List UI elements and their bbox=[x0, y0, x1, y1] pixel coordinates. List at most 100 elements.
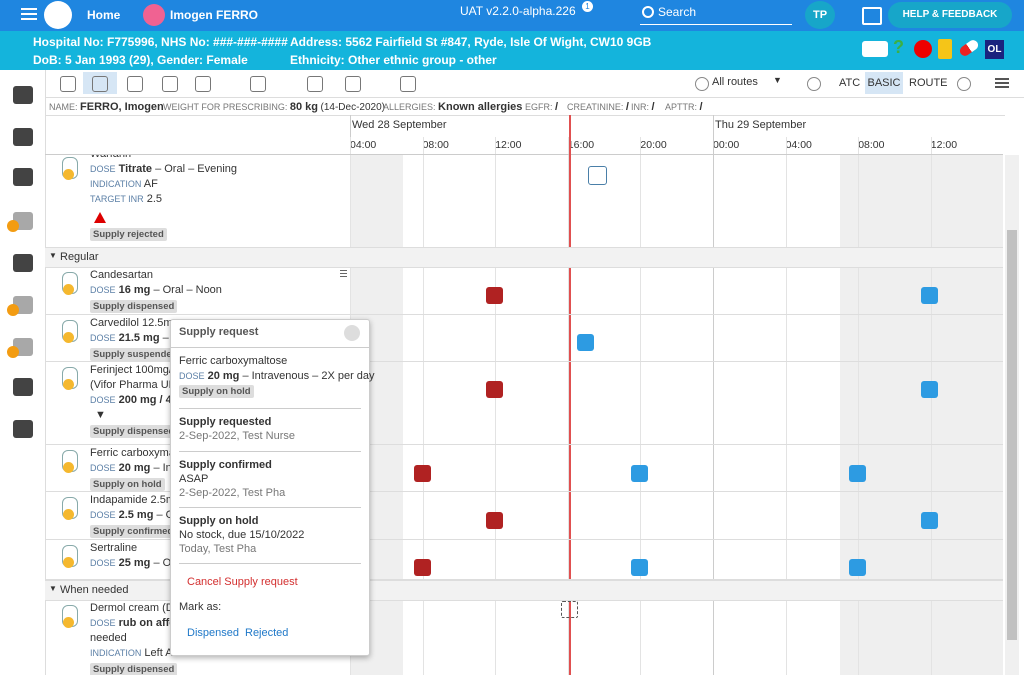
dose-label: DOSE bbox=[90, 164, 116, 174]
mark-action[interactable]: Rejected bbox=[245, 627, 289, 639]
clipboard-icon[interactable] bbox=[938, 39, 952, 59]
hospital-no: Hospital No: F775996, NHS No: ###-###-##… bbox=[33, 35, 288, 49]
dose-square[interactable] bbox=[921, 512, 938, 529]
section-arrow[interactable]: ▼ bbox=[49, 251, 57, 260]
medication-row[interactable]: Warfarin DOSE Titrate – Oral – Evening IND… bbox=[45, 155, 1003, 248]
tool-icon[interactable] bbox=[127, 76, 143, 92]
tool-icon[interactable] bbox=[695, 77, 709, 91]
basic-button[interactable]: BASIC bbox=[865, 72, 903, 94]
tool-icon[interactable] bbox=[250, 76, 266, 92]
dose-square[interactable] bbox=[921, 381, 938, 398]
dose-square[interactable] bbox=[414, 559, 431, 576]
row-menu[interactable] bbox=[340, 270, 347, 271]
dose-square[interactable] bbox=[486, 381, 503, 398]
supply-status[interactable]: Supply on hold bbox=[90, 478, 165, 491]
info-value: / bbox=[625, 101, 629, 113]
alert-icon[interactable] bbox=[914, 40, 932, 58]
med-line: TARGET INR 2.5 bbox=[90, 193, 162, 205]
home-link[interactable]: Home bbox=[87, 8, 121, 22]
tool-icon[interactable] bbox=[60, 76, 76, 92]
dose-square[interactable] bbox=[588, 166, 607, 185]
add-dose[interactable] bbox=[561, 601, 578, 618]
notification-badge[interactable]: 1 bbox=[582, 1, 593, 12]
supply-status[interactable]: Supply suspended bbox=[90, 348, 181, 361]
logout-icon[interactable] bbox=[862, 7, 882, 25]
dose-square[interactable] bbox=[631, 465, 648, 482]
medication-row[interactable]: Ferric carboxymal DOSE 20 mg – Int Supply … bbox=[45, 445, 1003, 492]
nav-icon[interactable] bbox=[13, 168, 33, 186]
med-line: (Vifor Pharma UK bbox=[90, 379, 176, 391]
patient-banner: Hospital No: F775996, NHS No: ###-###-##… bbox=[0, 31, 1024, 70]
help-icon[interactable]: ? bbox=[893, 37, 904, 57]
bed-icon[interactable] bbox=[862, 41, 888, 57]
menu-button[interactable] bbox=[21, 8, 37, 10]
med-line: Candesartan bbox=[90, 269, 153, 281]
tool-icon[interactable] bbox=[400, 76, 416, 92]
dob: DoB: 5 Jan 1993 (29), Gender: Female bbox=[33, 53, 248, 67]
dose-square[interactable] bbox=[631, 559, 648, 576]
mark-action[interactable]: Dispensed bbox=[187, 627, 239, 639]
supply-icon bbox=[63, 169, 74, 180]
dose-square[interactable] bbox=[414, 465, 431, 482]
drug-name: Ferric carboxymaltose bbox=[179, 355, 288, 367]
section-arrow[interactable]: ▼ bbox=[49, 584, 57, 593]
patient-name[interactable]: Imogen FERRO bbox=[170, 8, 259, 22]
medication-row[interactable]: Sertraline DOSE 25 mg – Or bbox=[45, 540, 1003, 580]
dose-detail: – Intravenous – 2X per day bbox=[242, 370, 375, 382]
supply-status[interactable]: Supply dispensed bbox=[90, 300, 178, 313]
user-avatar[interactable]: TP bbox=[805, 1, 835, 29]
dose-square[interactable] bbox=[486, 512, 503, 529]
mark-as-label: Mark as: bbox=[179, 601, 222, 613]
dose-square[interactable] bbox=[577, 334, 594, 351]
medication-row[interactable]: Candesartan DOSE 16 mg – Oral – Noon Suppl… bbox=[45, 267, 1003, 315]
tool-icon[interactable] bbox=[92, 76, 108, 92]
tool-icon[interactable] bbox=[307, 76, 323, 92]
med-line: needed bbox=[90, 632, 127, 644]
tool-icon[interactable] bbox=[195, 76, 211, 92]
supply-status[interactable]: Supply confirmed bbox=[90, 525, 177, 538]
cancel-link[interactable]: Cancel Supply request bbox=[187, 576, 298, 588]
line-text: AF bbox=[143, 178, 158, 190]
info-label: ALLERGIES: bbox=[383, 102, 436, 112]
medication-row[interactable]: Dermol cream (D DOSE rub on affe needed IND… bbox=[45, 600, 1003, 675]
search-box[interactable]: Search bbox=[640, 4, 792, 25]
line-text: – Oral – Noon bbox=[153, 284, 222, 296]
nav-icon[interactable] bbox=[13, 254, 33, 272]
close-button[interactable] bbox=[344, 325, 360, 341]
dose-square[interactable] bbox=[486, 287, 503, 304]
time-label: 12:00 bbox=[495, 139, 522, 151]
tool-icon[interactable] bbox=[807, 77, 821, 91]
nav-icon[interactable] bbox=[13, 420, 33, 438]
med-line: Warfarin bbox=[90, 155, 131, 160]
dose-square[interactable] bbox=[849, 465, 866, 482]
route-button[interactable]: ROUTE bbox=[909, 77, 948, 89]
atc-button[interactable]: ATC bbox=[839, 77, 861, 89]
medication-row[interactable]: Ferinject 100mg/(Vifor Pharma UK DOSE 200… bbox=[45, 362, 1003, 445]
tool-icon[interactable] bbox=[345, 76, 361, 92]
nav-icon[interactable] bbox=[13, 128, 33, 146]
help-button[interactable]: HELP & FEEDBACK bbox=[888, 2, 1012, 28]
active-tool[interactable] bbox=[83, 72, 117, 94]
med-line: Sertraline bbox=[90, 542, 137, 554]
dose-label: DOSE bbox=[90, 618, 116, 628]
dose-square[interactable] bbox=[921, 287, 938, 304]
medication-row[interactable]: Indapamide 2.5m DOSE 2.5 mg – Or Supply co… bbox=[45, 492, 1003, 540]
supply-status[interactable]: Supply dispensed bbox=[90, 425, 178, 438]
scrollbar[interactable] bbox=[1005, 155, 1019, 675]
supply-status[interactable]: Supply dispensed bbox=[90, 663, 178, 675]
pill-icon[interactable] bbox=[957, 38, 981, 58]
dose-amount: 200 mg / 4 bbox=[118, 394, 172, 406]
day-label: Wed 28 September bbox=[352, 119, 447, 131]
routes-select[interactable]: All routes bbox=[712, 76, 758, 88]
tool-icon[interactable] bbox=[162, 76, 178, 92]
dose-square[interactable] bbox=[849, 559, 866, 576]
more-menu[interactable] bbox=[995, 78, 1009, 80]
nav-icon[interactable] bbox=[13, 86, 33, 104]
dose-label: TARGET INR bbox=[90, 194, 144, 204]
tool-icon[interactable] bbox=[957, 77, 971, 91]
nav-icon[interactable] bbox=[13, 378, 33, 396]
scroll-thumb[interactable] bbox=[1007, 230, 1017, 640]
supply-status[interactable]: Supply rejected bbox=[90, 228, 167, 241]
initials-badge[interactable]: OL bbox=[985, 40, 1004, 59]
